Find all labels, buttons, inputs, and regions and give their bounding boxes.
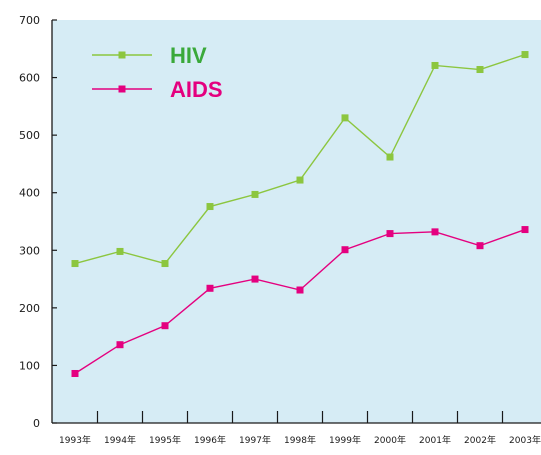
data-point-aids [116, 341, 124, 349]
y-tick-label: 0 [33, 417, 40, 430]
x-tick-label: 2003年 [509, 434, 541, 446]
data-point-hiv [386, 153, 394, 161]
data-point-hiv [521, 51, 529, 59]
data-point-hiv [341, 114, 349, 122]
x-tick-label: 1994年 [104, 434, 136, 446]
data-point-hiv [296, 176, 304, 184]
x-tick-label: 1998年 [284, 434, 316, 446]
x-tick-label: 1996年 [194, 434, 226, 446]
series-group [71, 51, 529, 377]
legend-label-hiv: HIV [170, 43, 207, 68]
x-tick-label: 2002年 [464, 434, 496, 446]
data-point-aids [386, 230, 394, 238]
y-tick-label: 300 [19, 244, 40, 257]
y-tick-label: 600 [19, 72, 40, 85]
y-tick-label: 700 [19, 14, 40, 27]
data-point-hiv [251, 190, 259, 198]
data-point-aids [431, 228, 439, 236]
data-point-aids [251, 275, 259, 283]
data-point-hiv [476, 66, 484, 74]
plot-background [52, 20, 541, 423]
legend-label-aids: AIDS [170, 77, 223, 102]
legend-marker-aids [118, 85, 126, 93]
axes: 0 100 200 300 400 500 600 700 1993年 1994年 1995年 199… [19, 14, 541, 446]
x-tick-label: 2001年 [419, 434, 451, 446]
x-tick-label: 1993年 [59, 434, 91, 446]
y-tick-label: 100 [19, 359, 40, 372]
data-point-hiv [161, 260, 169, 268]
data-point-aids [71, 369, 79, 377]
y-tick-label: 400 [19, 187, 40, 200]
legend-marker-hiv [118, 51, 126, 59]
data-point-aids [161, 322, 169, 330]
data-point-hiv [206, 203, 214, 211]
x-tick-label: 1995年 [149, 434, 181, 446]
data-point-hiv [431, 61, 439, 69]
data-point-hiv [71, 260, 79, 268]
data-point-aids [296, 286, 304, 294]
data-point-aids [341, 246, 349, 254]
x-tick-label: 1999年 [329, 434, 361, 446]
data-point-aids [521, 226, 529, 234]
data-point-aids [476, 242, 484, 250]
data-point-hiv [116, 247, 124, 255]
data-point-aids [206, 284, 214, 292]
y-tick-label: 200 [19, 302, 40, 315]
legend: HIV AIDS [92, 43, 223, 102]
x-tick-label: 2000年 [374, 434, 406, 446]
y-tick-label: 500 [19, 129, 40, 142]
x-tick-label: 1997年 [239, 434, 271, 446]
